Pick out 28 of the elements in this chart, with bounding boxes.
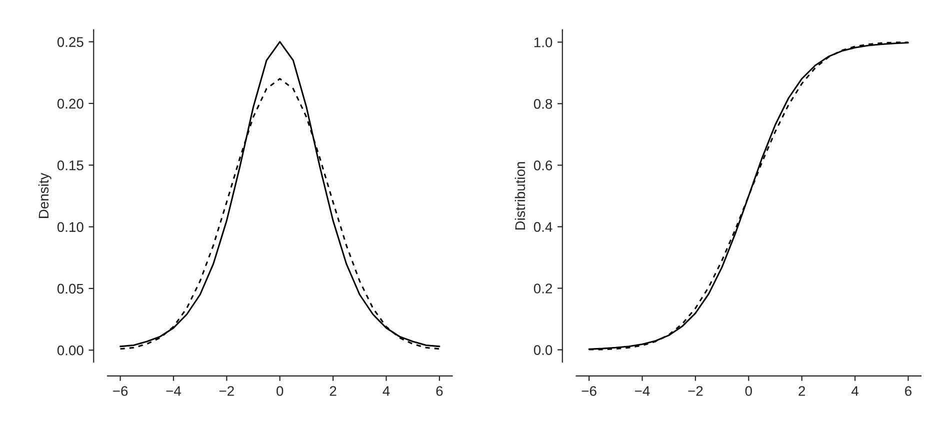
y-tick-label: 0.2 (534, 284, 552, 294)
y-tick-label: 0.15 (57, 160, 84, 170)
y-tick-label: 0.05 (57, 284, 84, 294)
y-axis-title: Distribution (514, 162, 526, 230)
y-tick-label: 0.8 (534, 98, 552, 109)
x-tick-label: 6 (436, 386, 443, 396)
y-tick-label: 1.0 (534, 37, 552, 48)
x-tick-label: 2 (330, 386, 336, 396)
x-tick-label: −2 (219, 386, 234, 396)
x-tick-label: −4 (166, 386, 181, 396)
y-tick-label: 0.0 (534, 345, 552, 355)
x-tick-label: 6 (905, 386, 912, 396)
y-tick-label: 0.10 (57, 222, 84, 232)
y-tick-label: 0.4 (534, 222, 552, 232)
x-tick-label: −6 (113, 386, 128, 396)
x-tick-label: 4 (851, 386, 858, 396)
x-tick-label: −4 (635, 386, 650, 396)
x-tick-label: 4 (382, 386, 390, 396)
y-tick-label: 0.20 (57, 98, 84, 109)
y-tick-label: 0.25 (57, 37, 84, 47)
x-tick-label: 2 (798, 386, 805, 396)
y-axis-title: Density (38, 172, 52, 218)
x-tick-label: 0 (745, 386, 752, 396)
x-tick-label: −2 (688, 386, 703, 396)
y-tick-label: 0.00 (57, 345, 84, 356)
x-tick-label: 0 (276, 386, 284, 396)
y-tick-label: 0.6 (534, 160, 552, 170)
x-tick-label: −6 (582, 386, 596, 396)
